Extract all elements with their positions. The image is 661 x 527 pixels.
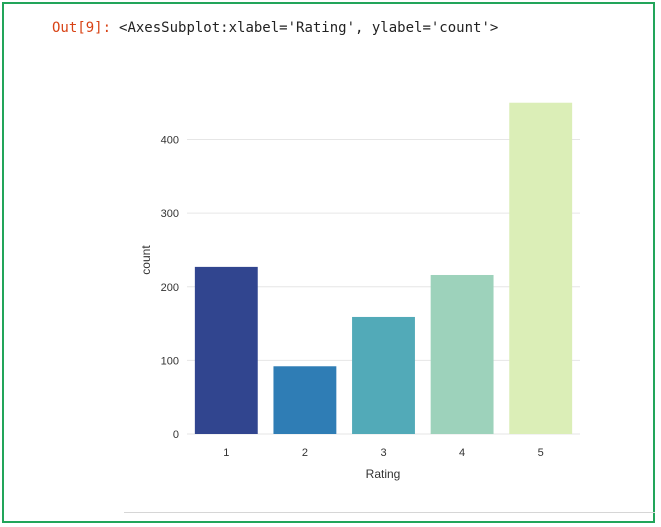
x-tick-label: 2 bbox=[302, 447, 308, 459]
ticks: 0 100 200 300 400 1 2 3 4 5 bbox=[161, 135, 544, 459]
x-tick-label: 1 bbox=[223, 447, 229, 459]
bars bbox=[194, 102, 573, 435]
y-tick-label: 100 bbox=[161, 355, 179, 367]
y-tick-label: 0 bbox=[173, 429, 179, 441]
output-line: Out[9]: <AxesSubplot:xlabel='Rating', yla… bbox=[52, 20, 498, 36]
x-tick-label: 5 bbox=[538, 447, 544, 459]
output-repr: <AxesSubplot:xlabel='Rating', ylabel='co… bbox=[119, 20, 499, 36]
bar-rating-5 bbox=[509, 102, 573, 435]
y-tick-label: 400 bbox=[161, 135, 179, 147]
bar-rating-1 bbox=[194, 266, 258, 434]
y-axis-label: count bbox=[139, 245, 153, 275]
bar-rating-4 bbox=[430, 274, 494, 434]
y-tick-label: 200 bbox=[161, 282, 179, 294]
x-tick-label: 4 bbox=[459, 447, 465, 459]
bar-rating-3 bbox=[352, 316, 415, 434]
x-axis-label: Rating bbox=[366, 467, 401, 481]
bar-rating-2 bbox=[273, 366, 337, 434]
output-prompt: Out[9]: bbox=[52, 20, 112, 36]
x-tick-label: 3 bbox=[380, 447, 386, 459]
next-cell-border bbox=[124, 512, 655, 513]
y-tick-label: 300 bbox=[161, 208, 179, 220]
